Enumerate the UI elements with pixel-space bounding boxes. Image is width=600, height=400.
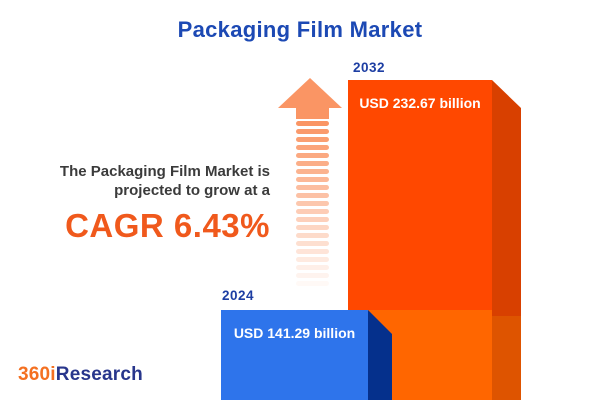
arrow-stripe [296,265,329,270]
arrow-stripe [296,257,329,262]
arrow-stripe [296,209,329,214]
category-label-2024: 2024 [222,288,255,303]
arrow-stripes [296,121,329,291]
arrow-stripe [296,233,329,238]
brand-logo-prefix: 360i [18,364,56,385]
growth-arrow-icon [278,78,342,108]
arrow-stripe [296,193,329,198]
brand-logo: 360iResearch [18,364,143,386]
growth-arrow-neck [296,106,329,119]
arrow-stripe [296,137,329,142]
arrow-stripe [296,201,329,206]
category-label-2032: 2032 [353,60,386,75]
arrow-stripe [296,153,329,158]
cagr-value: CAGR 6.43% [65,207,270,244]
arrow-stripe [296,225,329,230]
arrow-stripe [296,145,329,150]
arrow-stripe [296,185,329,190]
value-label-2024: USD 141.29 billion [233,325,356,341]
growth-annotation: The Packaging Film Market is projected t… [60,162,270,245]
page-title: Packaging Film Market [177,17,423,42]
arrow-stripe [296,177,329,182]
value-label-2032: USD 232.67 billion [359,95,481,111]
bar-2024 [221,310,368,400]
bar-2032-side-bevel [492,80,521,400]
arrow-stripe [296,241,329,246]
arrow-stripe [296,129,329,134]
arrow-stripe [296,121,329,126]
arrow-stripe [296,249,329,254]
arrow-stripe [296,161,329,166]
arrow-stripe [296,217,329,222]
arrow-stripe [296,273,329,278]
annotation-line-1: The Packaging Film Market is [59,163,270,180]
arrow-stripe [296,169,329,174]
brand-logo-suffix: Research [55,364,143,385]
annotation-line-2: projected to grow at a [114,182,270,199]
arrow-stripe [296,281,329,286]
